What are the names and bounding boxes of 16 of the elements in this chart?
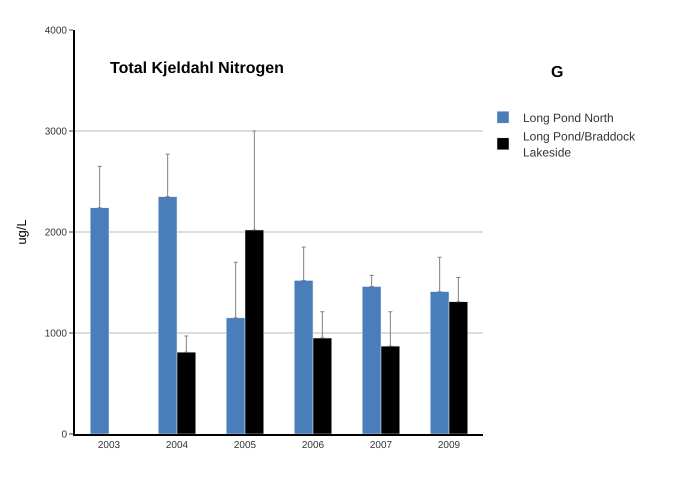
legend-label: Long Pond/Braddock Lakeside	[523, 130, 636, 160]
x-tick-label: 2007	[370, 440, 393, 451]
y-tick-label: 0	[61, 430, 68, 440]
text: G	[551, 64, 564, 81]
x-tick-label: 2004	[166, 440, 189, 451]
x-tick-label: 2009	[438, 440, 461, 451]
x-tick-label: 2003	[98, 440, 121, 451]
y-tick-label: 3000	[44, 126, 68, 138]
text: Total Kjeldahl Nitrogen	[110, 60, 284, 77]
x-tick-label: 2005	[234, 440, 257, 451]
y-tick-label: 1000	[44, 328, 68, 340]
x-tick-label: 2006	[302, 440, 325, 451]
y-tick-label: 4000	[44, 26, 68, 36]
legend-label: Long Pond North	[523, 110, 614, 125]
y-axis-title: ug/L	[14, 219, 30, 245]
y-tick-label: 2000	[44, 228, 68, 238]
